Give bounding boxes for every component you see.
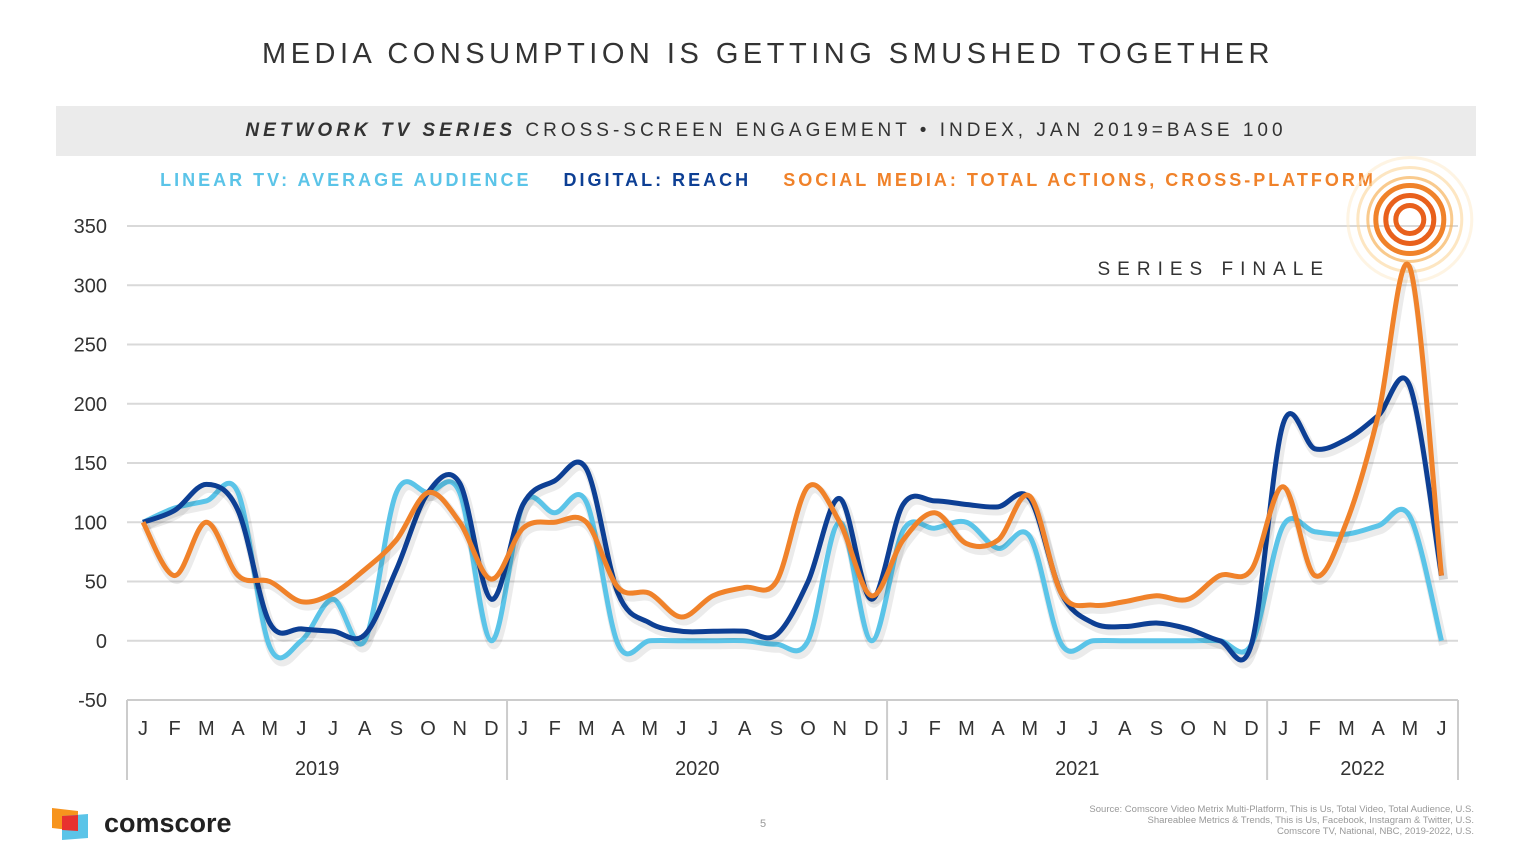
x-tick-label: J: [898, 718, 908, 740]
legend: LINEAR TV: AVERAGE AUDIENCE DIGITAL: REA…: [0, 170, 1536, 191]
x-tick-label: A: [358, 718, 372, 740]
legend-social: SOCIAL MEDIA: TOTAL ACTIONS, CROSS-PLATF…: [783, 170, 1376, 190]
y-tick-label: 150: [74, 453, 107, 475]
legend-linear-tv: LINEAR TV: AVERAGE AUDIENCE: [160, 170, 532, 190]
comscore-logo: comscore: [50, 806, 232, 840]
x-tick-label: F: [169, 718, 181, 740]
year-label: 2019: [295, 758, 340, 780]
x-tick-label: A: [1118, 718, 1132, 740]
y-tick-label: 250: [74, 335, 107, 357]
x-tick-label: N: [833, 718, 847, 740]
x-tick-label: D: [864, 718, 878, 740]
logo-text: comscore: [104, 807, 232, 838]
year-label: 2020: [675, 758, 720, 780]
x-tick-label: M: [578, 718, 595, 740]
series-shadow: [141, 263, 1448, 626]
comscore-logo-icon: [52, 808, 88, 840]
x-tick-label: J: [1088, 718, 1098, 740]
x-tick-label: J: [708, 718, 718, 740]
legend-digital: DIGITAL: REACH: [563, 170, 752, 190]
x-tick-label: S: [770, 718, 783, 740]
x-tick-label: M: [1338, 718, 1355, 740]
x-tick-label: A: [611, 718, 625, 740]
x-tick-label: S: [1150, 718, 1163, 740]
page-title: MEDIA CONSUMPTION IS GETTING SMUSHED TOG…: [262, 38, 1274, 70]
source-line: Shareablee Metrics & Trends, This is Us,…: [1147, 815, 1474, 826]
series-shadow: [143, 377, 1448, 669]
source-note: Source: Comscore Video Metrix Multi-Plat…: [1089, 804, 1474, 837]
year-label: 2021: [1055, 758, 1100, 780]
subtitle-rest: CROSS-SCREEN ENGAGEMENT • INDEX, JAN 201…: [525, 120, 1287, 141]
x-tick-label: J: [518, 718, 528, 740]
x-tick-label: A: [231, 718, 245, 740]
x-tick-label: O: [420, 718, 436, 740]
x-tick-label: F: [549, 718, 561, 740]
x-tick-label: M: [1021, 718, 1038, 740]
finale-ring-icon: [1366, 175, 1454, 263]
x-tick-label: A: [738, 718, 752, 740]
y-tick-label: 100: [74, 512, 107, 534]
x-tick-label: F: [1309, 718, 1321, 740]
x-tick-label: D: [1244, 718, 1258, 740]
y-tick-label: 300: [74, 275, 107, 297]
x-tick-label: J: [1278, 718, 1288, 740]
x-tick-label: J: [1436, 718, 1446, 740]
x-tick-label: M: [1401, 718, 1418, 740]
x-tick-label: S: [390, 718, 403, 740]
y-tick-label: -50: [78, 690, 107, 712]
x-tick-label: J: [138, 718, 148, 740]
x-tick-label: M: [198, 718, 215, 740]
series-line-1: [142, 375, 1444, 663]
page-number: 5: [760, 818, 767, 830]
x-tick-label: J: [296, 718, 306, 740]
y-tick-label: 0: [96, 631, 107, 653]
y-tick-label: 200: [74, 394, 107, 416]
x-tick-label: A: [1371, 718, 1385, 740]
x-tick-label: J: [1056, 718, 1066, 740]
x-tick-label: N: [452, 718, 466, 740]
x-tick-label: M: [261, 718, 278, 740]
finale-ring-icon: [1383, 192, 1437, 246]
x-tick-label: J: [328, 718, 338, 740]
y-tick-label: 350: [74, 216, 107, 238]
x-tick-label: O: [1180, 718, 1196, 740]
x-tick-label: M: [641, 718, 658, 740]
x-tick-label: M: [958, 718, 975, 740]
series-finale-annotation: SERIES FINALE: [1098, 259, 1331, 280]
finale-ring-icon: [1393, 202, 1427, 236]
series-line-2: [140, 261, 1444, 620]
x-tick-label: F: [929, 718, 941, 740]
x-tick-label: J: [676, 718, 686, 740]
x-tick-label: A: [991, 718, 1005, 740]
source-line: Source: Comscore Video Metrix Multi-Plat…: [1089, 804, 1474, 815]
x-tick-label: D: [484, 718, 498, 740]
y-tick-label: 50: [85, 572, 107, 594]
subtitle-bold: NETWORK TV SERIES: [245, 120, 517, 141]
chart-subtitle: NETWORK TV SERIES CROSS-SCREEN ENGAGEMEN…: [56, 106, 1476, 156]
source-line: Comscore TV, National, NBC, 2019-2022, U…: [1277, 826, 1474, 837]
x-tick-label: N: [1213, 718, 1227, 740]
finale-ring-icon: [1373, 182, 1447, 256]
x-tick-label: O: [800, 718, 816, 740]
year-label: 2022: [1340, 758, 1385, 780]
finale-ring-icon: [1346, 155, 1474, 283]
